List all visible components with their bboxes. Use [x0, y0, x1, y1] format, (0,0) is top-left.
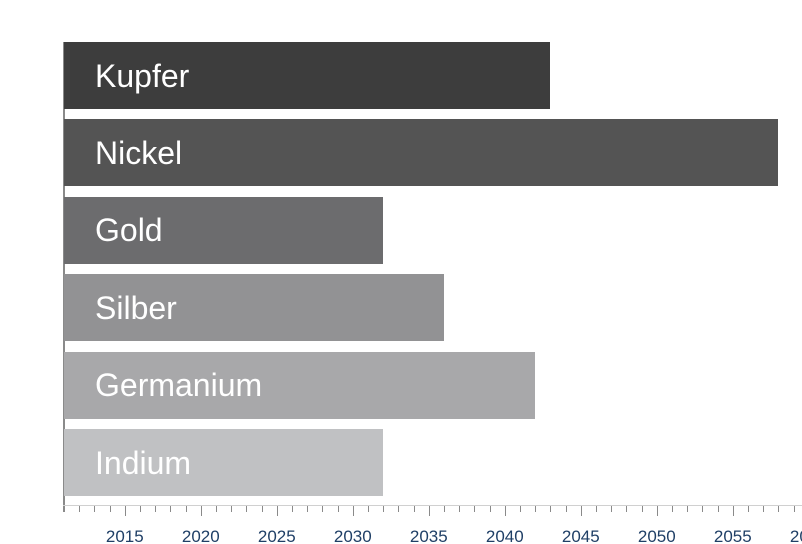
minor-tick: [231, 506, 232, 512]
minor-tick: [262, 506, 263, 512]
minor-tick: [566, 506, 567, 512]
x-tick-label: 2060: [789, 527, 802, 544]
x-tick-label: 2035: [409, 527, 448, 544]
minor-tick: [611, 506, 612, 512]
minor-tick: [307, 506, 308, 512]
minor-tick: [170, 506, 171, 512]
minor-tick: [79, 506, 80, 512]
minor-tick: [338, 506, 339, 512]
minor-tick: [794, 506, 795, 512]
minor-tick: [246, 506, 247, 512]
minor-tick: [687, 506, 688, 512]
minor-tick: [292, 506, 293, 512]
minor-tick: [550, 506, 551, 512]
x-tick-label: 2020: [181, 527, 220, 544]
minor-tick: [626, 506, 627, 512]
minor-tick: [216, 506, 217, 512]
minor-tick: [778, 506, 779, 512]
major-tick: [733, 506, 734, 516]
minor-tick: [459, 506, 460, 512]
minor-tick: [520, 506, 521, 512]
x-tick-label: 2045: [561, 527, 600, 544]
bar-label: Nickel: [95, 134, 183, 171]
bar-kupfer: Kupfer: [64, 42, 551, 109]
minor-tick: [718, 506, 719, 512]
bar-silber: Silber: [64, 274, 444, 342]
bar-germanium: Germanium: [64, 351, 536, 419]
minor-tick: [322, 506, 323, 512]
major-tick: [429, 506, 430, 516]
minor-tick: [94, 506, 95, 512]
bar-nickel: Nickel: [64, 119, 779, 187]
minor-tick: [368, 506, 369, 512]
bar-label: Germanium: [95, 367, 263, 404]
minor-tick: [702, 506, 703, 512]
x-tick-label: 2025: [257, 527, 296, 544]
bar-label: Kupfer: [95, 57, 190, 94]
major-tick: [201, 506, 202, 516]
major-tick: [125, 506, 126, 516]
minor-tick: [186, 506, 187, 512]
minor-tick: [490, 506, 491, 512]
x-tick-label: 2015: [105, 527, 144, 544]
minor-tick: [414, 506, 415, 512]
major-tick: [277, 506, 278, 516]
bar-gold: Gold: [64, 196, 384, 264]
x-tick-label: 2055: [713, 527, 752, 544]
major-tick: [505, 506, 506, 516]
minor-tick: [763, 506, 764, 512]
bar-label: Indium: [95, 444, 192, 481]
minor-tick: [642, 506, 643, 512]
x-tick-label: 2040: [485, 527, 524, 544]
minor-tick: [110, 506, 111, 512]
minor-tick: [672, 506, 673, 512]
x-axis-line: [63, 505, 802, 506]
major-tick: [581, 506, 582, 516]
x-tick-label: 2030: [333, 527, 372, 544]
minor-tick: [444, 506, 445, 512]
bar-label: Silber: [95, 289, 177, 326]
major-tick: [657, 506, 658, 516]
minor-tick: [474, 506, 475, 512]
bar-indium: Indium: [64, 429, 384, 496]
minor-tick: [596, 506, 597, 512]
minor-tick: [748, 506, 749, 512]
x-tick-label: 2050: [637, 527, 676, 544]
minor-tick: [155, 506, 156, 512]
minor-tick: [383, 506, 384, 512]
bar-label: Gold: [95, 212, 163, 249]
major-tick: [353, 506, 354, 516]
minor-tick: [535, 506, 536, 512]
minor-tick: [398, 506, 399, 512]
minor-tick: [140, 506, 141, 512]
